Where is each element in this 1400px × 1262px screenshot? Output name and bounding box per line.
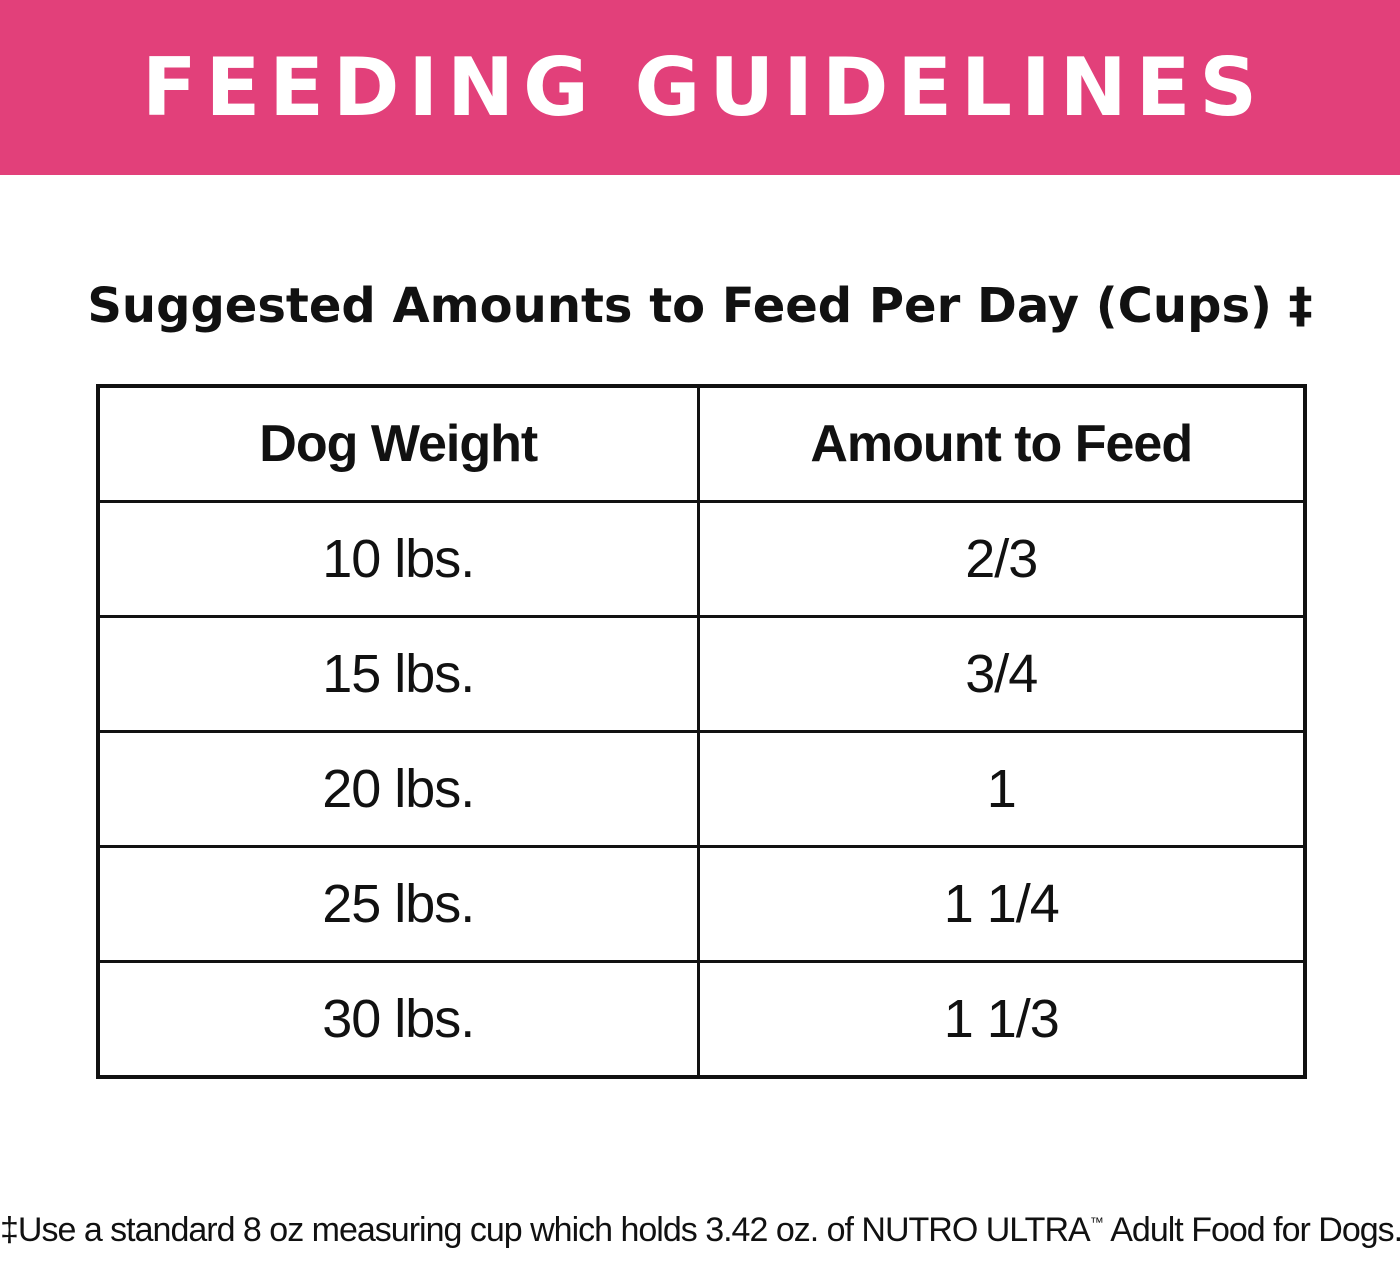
table-row: 15 lbs. 3/4 [96,615,1307,733]
amount-cell: 1 [696,730,1307,848]
footnote: ‡Use a standard 8 oz measuring cup which… [0,1211,1400,1250]
amount-cell: 2/3 [696,500,1307,618]
column-header-dog-weight: Dog Weight [96,384,700,503]
dog-weight-cell: 20 lbs. [96,730,700,848]
footnote-text: ‡Use a standard 8 oz measuring cup which… [0,1211,1091,1249]
table-row: 10 lbs. 2/3 [96,500,1307,618]
amount-cell: 3/4 [696,615,1307,733]
page-title: FEEDING GUIDELINES [142,41,1266,134]
feeding-table: Dog Weight Amount to Feed 10 lbs. 2/3 15… [96,384,1307,1079]
footnote-text-end: Adult Food for Dogs. [1103,1211,1400,1249]
table-subtitle: Suggested Amounts to Feed Per Day (Cups)… [87,278,1313,334]
table-row: 20 lbs. 1 [96,730,1307,848]
dog-weight-cell: 15 lbs. [96,615,700,733]
table-header-row: Dog Weight Amount to Feed [96,384,1307,503]
table-row: 25 lbs. 1 1/4 [96,845,1307,963]
table-row: 30 lbs. 1 1/3 [96,960,1307,1079]
amount-cell: 1 1/4 [696,845,1307,963]
dog-weight-cell: 25 lbs. [96,845,700,963]
trademark-symbol: ™ [1089,1214,1104,1230]
header-banner: FEEDING GUIDELINES [0,0,1400,175]
dog-weight-cell: 30 lbs. [96,960,700,1079]
dog-weight-cell: 10 lbs. [96,500,700,618]
amount-cell: 1 1/3 [696,960,1307,1079]
column-header-amount-to-feed: Amount to Feed [696,384,1307,503]
